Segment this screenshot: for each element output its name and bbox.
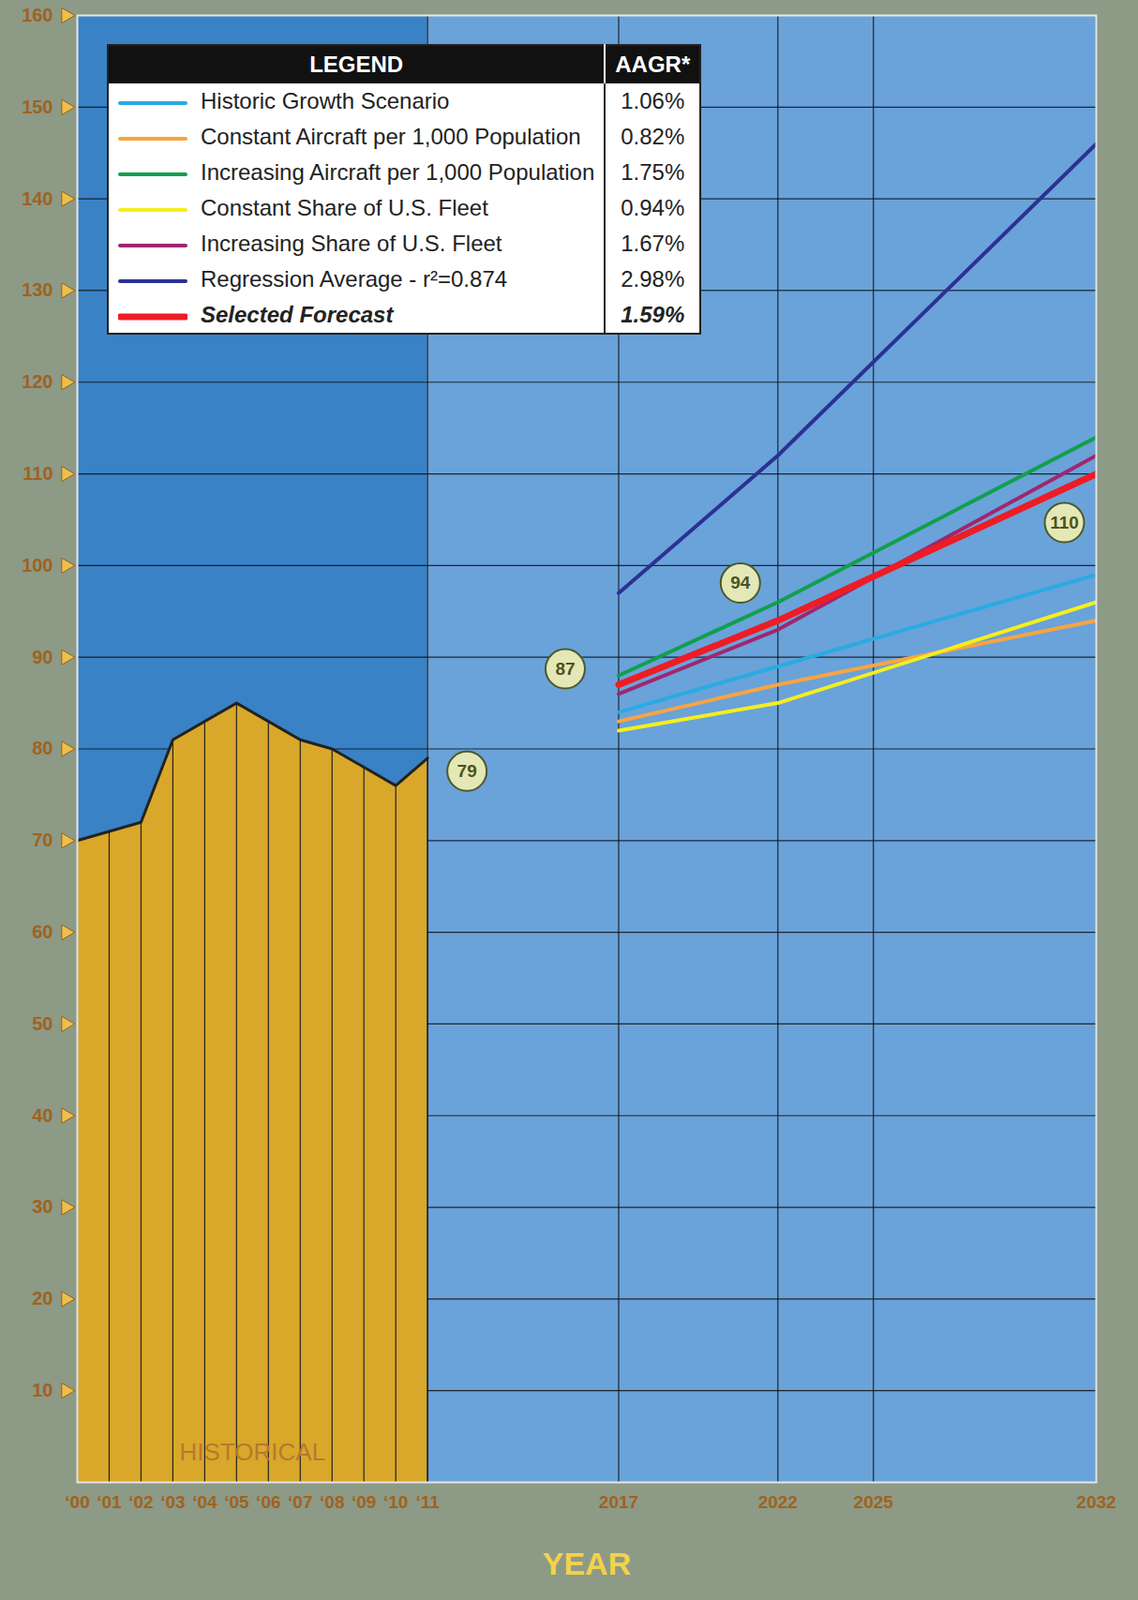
html-text:Increasing Aircraft per 1,000: Increasing Aircraft per 1,000 Population bbox=[200, 159, 595, 185]
svg-text:YEAR: YEAR bbox=[542, 1545, 631, 1582]
html-text:Constant Aircraft per 1,000 Po: Constant Aircraft per 1,000 Population bbox=[200, 123, 581, 150]
svg-text:‘02: ‘02 bbox=[128, 1492, 153, 1513]
svg-text:120: 120 bbox=[21, 371, 53, 392]
svg-text:‘06: ‘06 bbox=[255, 1492, 281, 1513]
svg-text:110: 110 bbox=[1049, 512, 1079, 533]
html-text:1.06%: 1.06% bbox=[620, 88, 685, 114]
svg-text:160: 160 bbox=[21, 4, 53, 26]
svg-text:‘01: ‘01 bbox=[96, 1492, 122, 1513]
svg-text:2017: 2017 bbox=[598, 1492, 639, 1513]
svg-text:90: 90 bbox=[31, 646, 53, 668]
html-text:1.75%: 1.75% bbox=[620, 159, 685, 185]
svg-text:‘04: ‘04 bbox=[192, 1492, 218, 1513]
svg-text:‘03: ‘03 bbox=[160, 1492, 185, 1513]
svg-text:‘00: ‘00 bbox=[64, 1492, 90, 1513]
svg-text:‘11: ‘11 bbox=[415, 1492, 440, 1513]
svg-text:150: 150 bbox=[21, 96, 53, 118]
svg-text:40: 40 bbox=[31, 1105, 53, 1126]
svg-text:50: 50 bbox=[31, 1013, 53, 1034]
svg-text:30: 30 bbox=[31, 1196, 53, 1217]
html-text:1.59%: 1.59% bbox=[620, 301, 685, 328]
html-text:Constant Share of U.S. Fleet: Constant Share of U.S. Fleet bbox=[200, 194, 489, 221]
svg-text:110: 110 bbox=[22, 463, 53, 484]
svg-text:70: 70 bbox=[31, 829, 53, 851]
svg-text:10: 10 bbox=[31, 1379, 53, 1401]
svg-text:60: 60 bbox=[31, 921, 53, 943]
svg-text:140: 140 bbox=[21, 188, 53, 210]
svg-text:‘08: ‘08 bbox=[319, 1492, 345, 1513]
html-text:LEGEND: LEGEND bbox=[309, 51, 404, 77]
svg-text:‘09: ‘09 bbox=[351, 1492, 376, 1513]
svg-text:20: 20 bbox=[31, 1287, 53, 1309]
svg-text:87: 87 bbox=[554, 658, 575, 679]
svg-text:HISTORICAL: HISTORICAL bbox=[179, 1437, 327, 1467]
html-text:1.67%: 1.67% bbox=[620, 230, 685, 256]
html-text:Increasing Share of U.S. Fleet: Increasing Share of U.S. Fleet bbox=[200, 230, 502, 256]
svg-text:2025: 2025 bbox=[853, 1492, 895, 1513]
svg-text:130: 130 bbox=[21, 279, 53, 300]
html-text:0.82%: 0.82% bbox=[620, 123, 685, 150]
html-text:0.94%: 0.94% bbox=[620, 194, 685, 221]
html-text:AAGR*: AAGR* bbox=[615, 51, 691, 77]
svg-text:2022: 2022 bbox=[758, 1492, 798, 1513]
svg-text:94: 94 bbox=[730, 572, 751, 593]
html-text:Selected Forecast: Selected Forecast bbox=[200, 301, 394, 328]
svg-text:80: 80 bbox=[31, 737, 53, 759]
svg-text:‘10: ‘10 bbox=[383, 1492, 408, 1513]
svg-text:79: 79 bbox=[457, 761, 478, 781]
svg-text:‘05: ‘05 bbox=[224, 1492, 250, 1513]
html-text:Regression Average - r²=0.874: Regression Average - r²=0.874 bbox=[200, 266, 508, 292]
svg-text:2032: 2032 bbox=[1076, 1492, 1116, 1513]
html-text:Historic Growth Scenario: Historic Growth Scenario bbox=[200, 88, 450, 114]
html-text:2.98%: 2.98% bbox=[620, 266, 685, 292]
svg-text:‘07: ‘07 bbox=[287, 1492, 313, 1513]
svg-text:100: 100 bbox=[21, 554, 53, 576]
